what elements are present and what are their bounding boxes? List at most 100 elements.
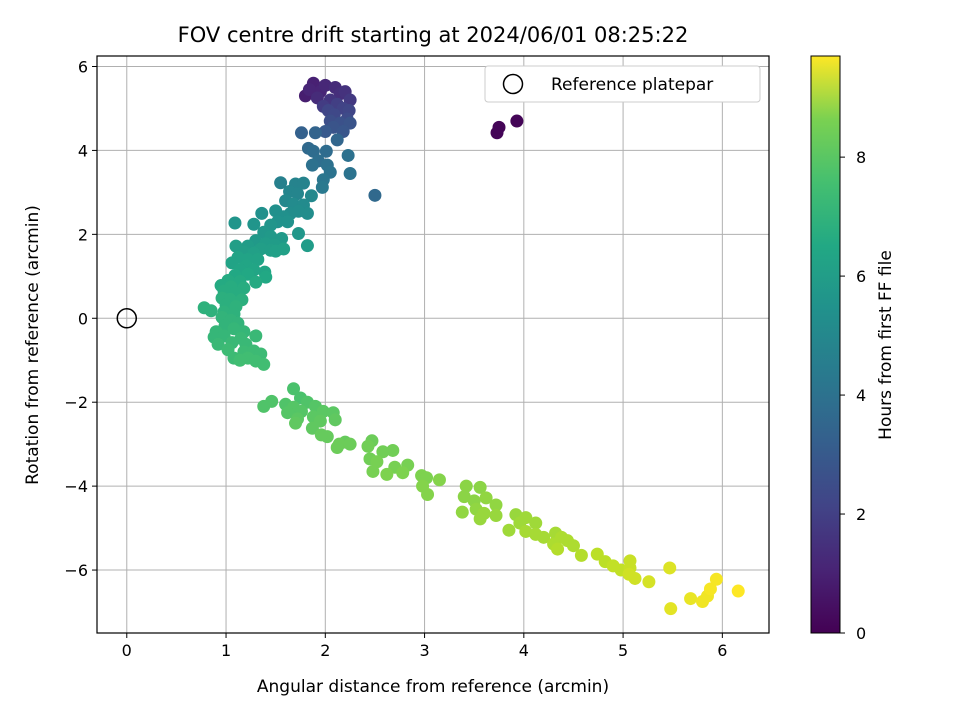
- drift-point: [343, 437, 357, 451]
- legend-marker-reference: [502, 73, 524, 95]
- drift-point: [315, 180, 329, 194]
- drift-point: [305, 158, 319, 172]
- y-tick-label: −2: [64, 393, 88, 412]
- drift-point: [361, 439, 375, 453]
- y-tick-label: 2: [78, 225, 88, 244]
- x-tick-label: 3: [419, 641, 429, 660]
- drift-point: [566, 539, 580, 553]
- drift-point: [308, 126, 322, 140]
- drift-point: [489, 498, 503, 512]
- drift-point: [473, 512, 487, 526]
- x-tick-label: 5: [618, 641, 628, 660]
- drift-point: [663, 561, 677, 575]
- x-axis-ticks: 0 1 2 3 4 5 6: [122, 633, 727, 660]
- drift-point: [318, 78, 332, 92]
- drift-point: [703, 582, 717, 596]
- drift-point: [457, 490, 471, 504]
- drift-point: [251, 253, 265, 267]
- x-tick-label: 6: [717, 641, 727, 660]
- colorbar-tick-label: 0: [856, 624, 866, 643]
- x-tick-label: 4: [519, 641, 529, 660]
- drift-point: [287, 382, 301, 396]
- drift-point: [328, 413, 342, 427]
- drift-point: [330, 441, 344, 455]
- drift-point: [473, 480, 487, 494]
- drift-point: [432, 473, 446, 487]
- drift-point: [296, 176, 310, 190]
- drift-point: [204, 304, 218, 318]
- drift-point: [623, 554, 637, 568]
- legend-label-reference: Reference platepar: [551, 75, 713, 95]
- y-tick-label: −4: [64, 477, 88, 496]
- colorbar-tick-label: 6: [856, 267, 866, 286]
- drift-point: [386, 443, 400, 457]
- drift-point: [292, 204, 306, 218]
- drift-point: [257, 357, 271, 371]
- drift-point: [277, 242, 291, 256]
- drift-point: [684, 592, 698, 606]
- drift-point: [421, 488, 435, 502]
- legend-box: [484, 65, 761, 103]
- drift-point: [257, 399, 271, 413]
- y-tick-label: −6: [64, 561, 88, 580]
- drift-point: [227, 322, 241, 336]
- drift-point: [455, 505, 469, 519]
- drift-point: [305, 421, 319, 435]
- plot-frame: [96, 55, 770, 634]
- drift-point: [281, 215, 295, 229]
- x-axis-label: Angular distance from reference (arcmin): [257, 677, 609, 697]
- drift-point: [664, 602, 678, 616]
- drift-point: [330, 133, 344, 147]
- scatter-points: [197, 76, 745, 616]
- drift-point: [306, 144, 320, 158]
- colorbar: 0 2 4 6 8 Hours from first FF file: [810, 55, 896, 643]
- drift-point: [211, 337, 225, 351]
- drift-point: [529, 516, 543, 530]
- drift-point: [396, 466, 410, 480]
- drift-point: [519, 524, 533, 538]
- drift-point: [294, 126, 308, 140]
- drift-point: [228, 216, 242, 230]
- colorbar-tick-label: 2: [856, 505, 866, 524]
- drift-point: [249, 329, 263, 343]
- colorbar-ticks: 0 2 4 6 8: [840, 148, 866, 643]
- drift-point: [233, 353, 247, 367]
- drift-point: [502, 523, 516, 537]
- colorbar-tick-label: 4: [856, 386, 866, 405]
- y-axis-ticks: −6 −4 −2 0 2 4 6: [64, 57, 97, 580]
- drift-point: [574, 548, 588, 562]
- drift-point: [259, 270, 273, 284]
- x-tick-label: 1: [221, 641, 231, 660]
- drift-point: [551, 542, 565, 556]
- drift-point: [489, 509, 503, 523]
- y-tick-label: 4: [78, 141, 88, 160]
- y-axis-label: Rotation from reference (arcmin): [23, 205, 43, 485]
- drift-point: [289, 416, 303, 430]
- drift-point: [343, 166, 357, 180]
- drift-point: [731, 584, 745, 598]
- drift-point: [537, 530, 551, 544]
- grid-lines: [97, 56, 769, 633]
- drift-point: [366, 464, 380, 478]
- drift-point: [318, 125, 332, 139]
- drift-point: [314, 428, 328, 442]
- drift-point: [300, 239, 314, 253]
- drift-point: [291, 187, 305, 201]
- colorbar-label: Hours from first FF file: [876, 250, 896, 440]
- drift-point: [292, 227, 306, 241]
- legend: Reference platepar: [484, 65, 761, 103]
- drift-point: [302, 83, 316, 97]
- drift-point: [249, 275, 263, 289]
- drift-point: [510, 114, 524, 128]
- colorbar-tick-label: 8: [856, 148, 866, 167]
- drift-point: [479, 491, 493, 505]
- x-tick-label: 0: [122, 641, 132, 660]
- drift-point: [376, 445, 390, 459]
- colorbar-gradient: [810, 55, 841, 634]
- drift-point: [492, 120, 506, 134]
- drift-point: [319, 144, 333, 158]
- chart-title: FOV centre drift starting at 2024/06/01 …: [178, 23, 689, 47]
- drift-point: [281, 406, 295, 420]
- drift-point: [709, 572, 723, 586]
